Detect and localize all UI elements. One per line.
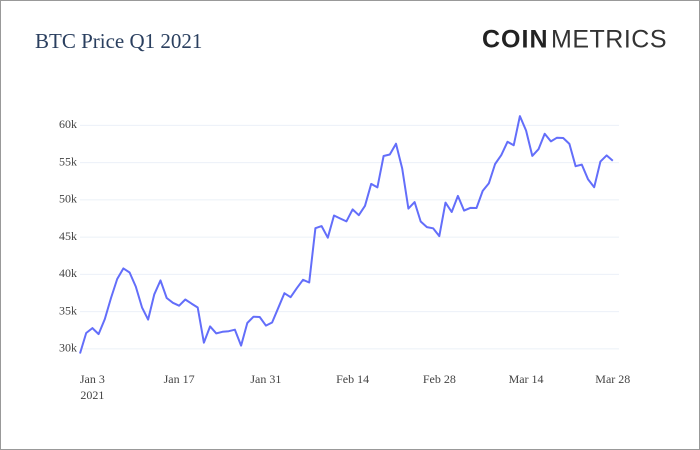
y-tick-label: 30k: [59, 341, 77, 355]
y-tick-label: 45k: [59, 229, 77, 243]
y-tick-label: 35k: [59, 303, 77, 317]
x-tick-label: Mar 14: [509, 372, 544, 386]
y-tick-label: 60k: [59, 117, 77, 131]
chart-title: BTC Price Q1 2021: [35, 29, 202, 53]
x-tick-label: Mar 28: [595, 372, 630, 386]
y-tick-label: 55k: [59, 154, 77, 168]
x-tick-label: Jan 3: [80, 372, 105, 386]
x-tick-year: 2021: [80, 388, 104, 402]
logo-light: METRICS: [551, 26, 667, 54]
x-tick-label: Jan 31: [250, 372, 281, 386]
price-line: [79, 115, 614, 354]
y-tick-label: 40k: [59, 266, 77, 280]
logo-bold: COIN: [482, 26, 549, 54]
y-tick-label: 50k: [59, 192, 77, 206]
x-tick-label: Jan 17: [164, 372, 195, 386]
x-tick-label: Feb 28: [423, 372, 456, 386]
x-tick-label: Feb 14: [336, 372, 369, 386]
